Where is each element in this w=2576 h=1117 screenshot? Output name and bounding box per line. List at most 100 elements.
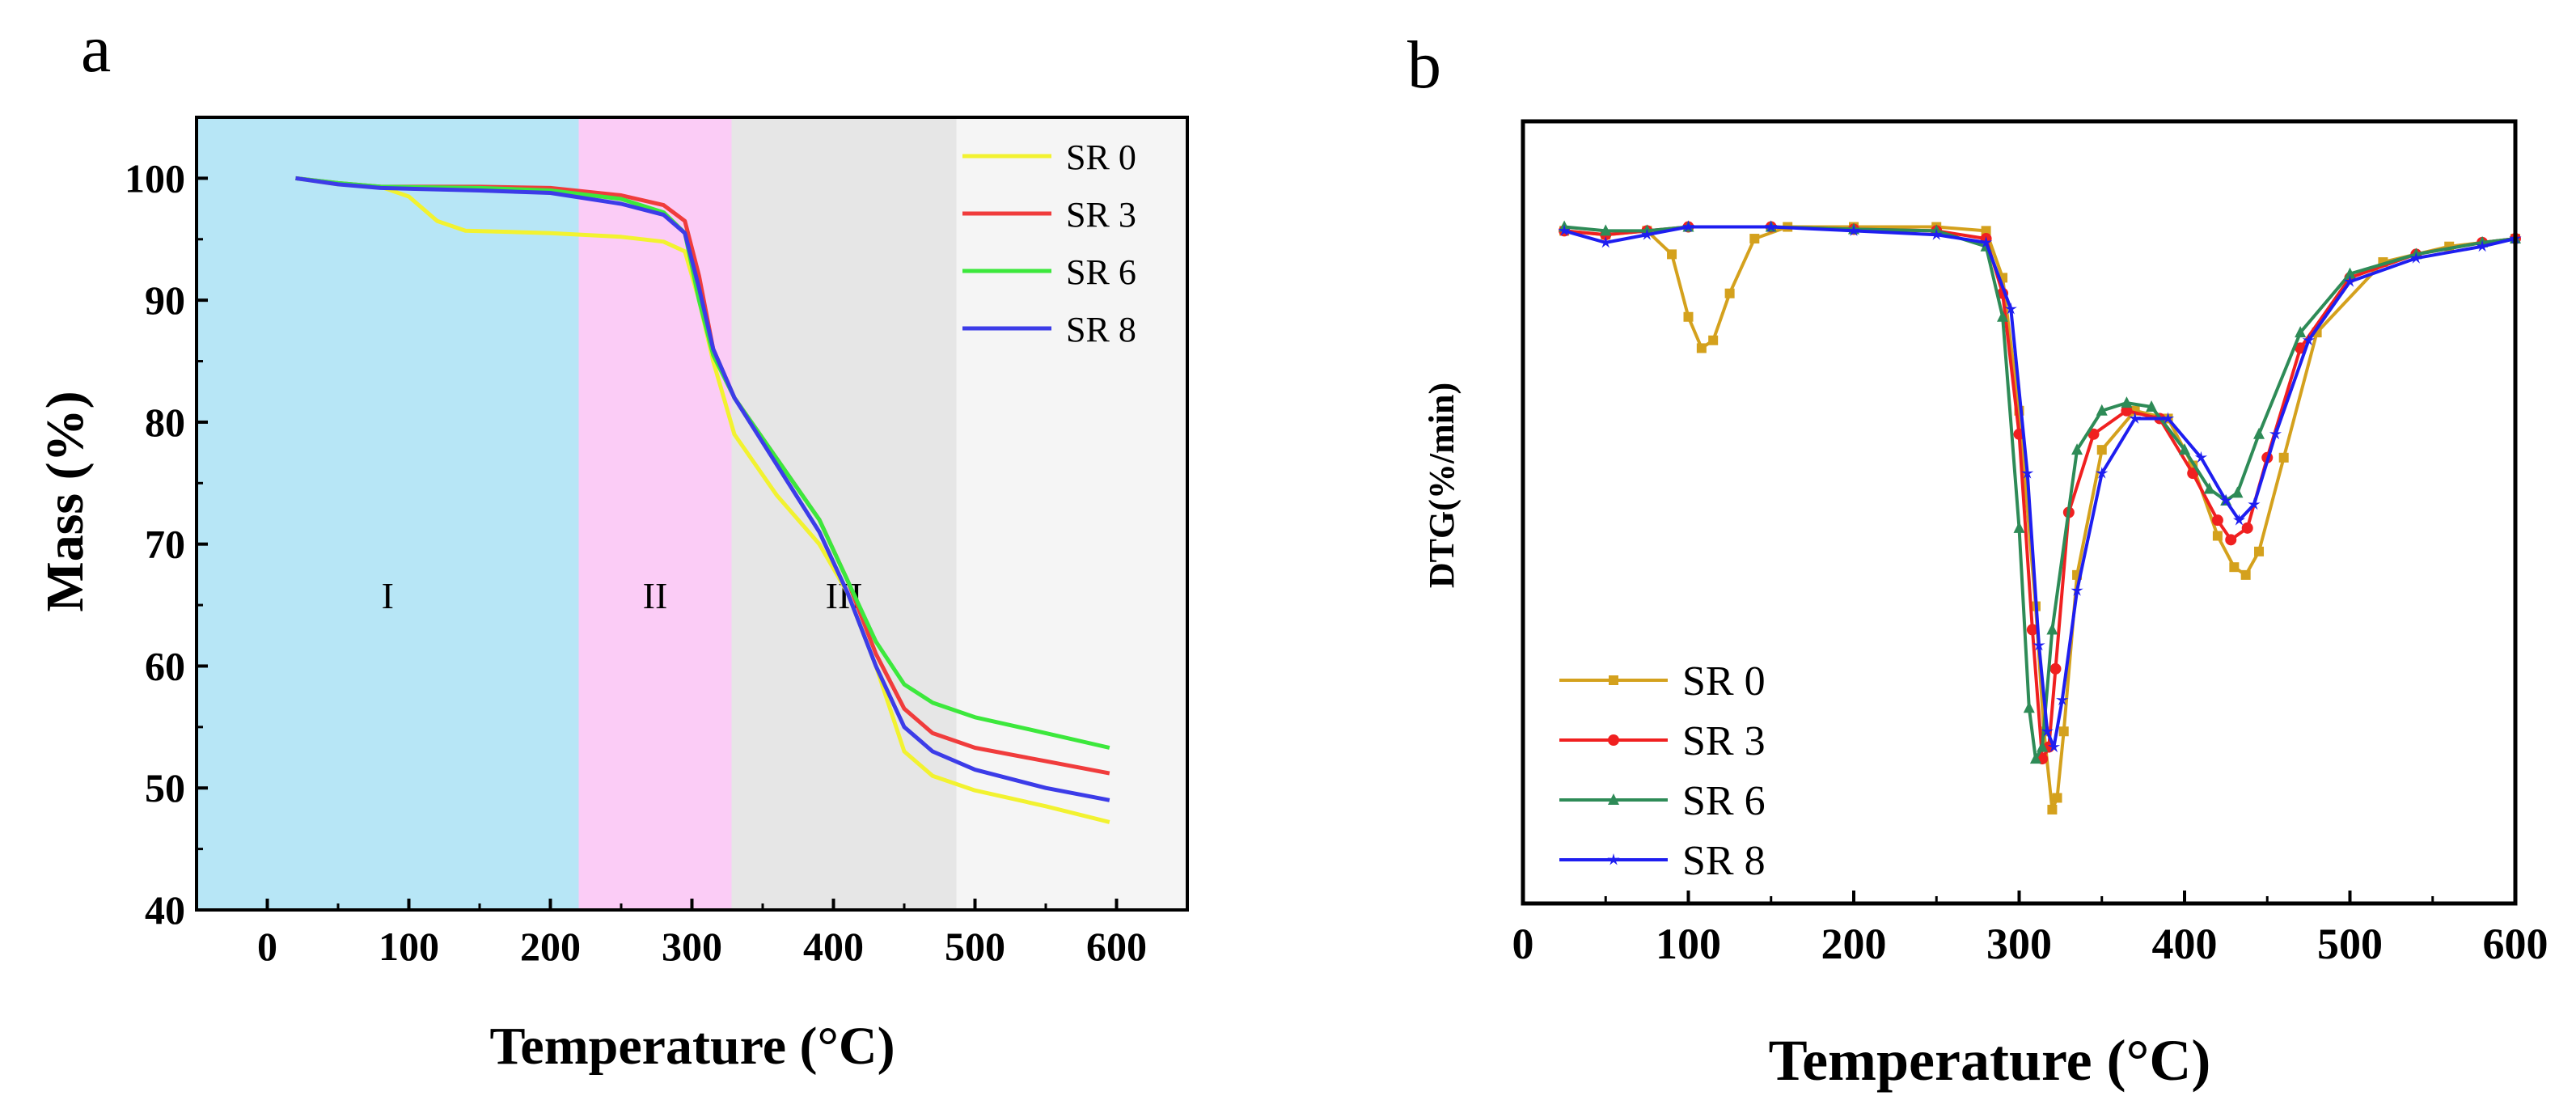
- data-point: [2023, 701, 2035, 713]
- data-point: [1708, 335, 1719, 345]
- x-tick-label: 300: [1986, 920, 2052, 968]
- data-point: [2096, 445, 2107, 455]
- region-label: I: [382, 575, 394, 616]
- x-tick-label: 100: [379, 924, 439, 969]
- region-shading: [731, 117, 957, 910]
- data-point: [2041, 725, 2054, 737]
- region-shading: [956, 117, 1187, 910]
- data-point: [2248, 497, 2261, 510]
- x-tick-label: 400: [2152, 920, 2218, 968]
- data-point: [2219, 494, 2232, 506]
- data-point: [2096, 467, 2109, 479]
- data-point: [2179, 443, 2190, 455]
- data-point: [2194, 451, 2208, 463]
- data-point: [2096, 404, 2108, 416]
- legend-label: SR 6: [1066, 252, 1136, 292]
- region-shading: [197, 117, 579, 910]
- data-point: [2037, 740, 2049, 752]
- data-point: [2232, 514, 2246, 526]
- data-point: [2187, 468, 2199, 480]
- data-point: [2056, 693, 2069, 706]
- axes-a: 0 100 200 300 400 500 600 40 50 60 70 80 90 100: [125, 116, 1189, 969]
- y-tick-label: 50: [145, 765, 185, 810]
- data-point: [2071, 443, 2083, 455]
- legend-label: SR 8: [1066, 310, 1136, 349]
- panel-label-a: a: [81, 11, 111, 87]
- data-point: [2295, 326, 2307, 338]
- data-point: [2146, 400, 2158, 412]
- data-point: [2004, 303, 2017, 315]
- data-point: [2229, 562, 2240, 573]
- data-point: [2029, 752, 2041, 764]
- data-point: [1981, 226, 1991, 236]
- data-point: [1980, 235, 1993, 248]
- y-tick-label: 40: [145, 887, 185, 933]
- data-point: [2047, 740, 2061, 753]
- panel-label-b: b: [1407, 28, 1441, 103]
- data-point: [2476, 239, 2489, 252]
- axes-b: 0 100 200 300 400 500 600: [1512, 119, 2549, 968]
- data-point: [1599, 235, 1612, 248]
- data-point: [1997, 310, 2009, 322]
- data-point: [1640, 228, 1653, 240]
- legend-label: SR 3: [1066, 195, 1136, 235]
- data-point: [2046, 623, 2058, 635]
- data-point: [2047, 804, 2058, 814]
- data-point: [2278, 452, 2289, 463]
- legend-label: SR 0: [1682, 658, 1766, 704]
- data-point: [2409, 252, 2422, 264]
- x-tick-label: 300: [662, 924, 722, 969]
- legend-label: SR 6: [1682, 778, 1766, 824]
- y-axis-title-b: DTG(%/min): [1422, 383, 1461, 588]
- data-point: [2121, 404, 2133, 417]
- series-line: [1563, 225, 2516, 749]
- data-point: [1683, 311, 1694, 322]
- data-point: [2052, 793, 2062, 803]
- region-shading: [578, 117, 732, 910]
- data-point: [1600, 224, 1612, 236]
- series-line: [295, 176, 1110, 802]
- data-point: [1749, 234, 1760, 244]
- data-point: [2211, 514, 2223, 527]
- data-point: [1667, 249, 1677, 260]
- chart-panel-a: I II III 0 100 200 300 400 500 60040506070809010…: [36, 11, 1189, 1076]
- x-tick-label: 500: [2317, 920, 2383, 968]
- data-point: [1558, 224, 1571, 236]
- data-point: [2058, 726, 2069, 737]
- data-point: [2254, 546, 2265, 556]
- legend-label: SR 0: [1066, 138, 1136, 177]
- data-point: [2203, 482, 2215, 494]
- data-point: [2225, 534, 2237, 546]
- data-point: [2021, 467, 2034, 479]
- data-point: [1608, 793, 1619, 805]
- data-point: [2302, 333, 2315, 346]
- y-tick-label: 90: [145, 277, 185, 323]
- data-point: [1607, 853, 1620, 865]
- data-point: [2087, 428, 2100, 440]
- data-point: [2231, 486, 2244, 498]
- series-group-b: [1558, 220, 2522, 814]
- data-point: [2032, 638, 2045, 651]
- x-axis-title-a: Temperature (°C): [489, 1017, 895, 1076]
- y-tick-label: 70: [145, 522, 185, 567]
- data-point: [2344, 267, 2356, 279]
- y-tick-label: 80: [145, 400, 185, 445]
- data-point: [1847, 224, 1860, 236]
- legend-b: SR 0 SR 3 SR 6 SR 8: [1559, 658, 1766, 884]
- legend-label: SR 8: [1682, 838, 1766, 884]
- data-point: [2026, 624, 2038, 636]
- data-point: [1609, 675, 1618, 685]
- series-line: [1563, 225, 2516, 811]
- legend-label: SR 3: [1682, 718, 1766, 764]
- x-tick-label: 400: [803, 924, 864, 969]
- data-point: [2161, 412, 2175, 424]
- x-tick-label: 500: [945, 924, 1005, 969]
- x-tick-label: 0: [257, 924, 277, 969]
- x-tick-label: 200: [520, 924, 581, 969]
- data-point: [1724, 288, 1735, 298]
- region-shading-group: I II III: [197, 117, 1187, 910]
- y-tick-label: 60: [145, 643, 185, 688]
- data-point: [2212, 531, 2223, 541]
- data-point: [2121, 396, 2133, 408]
